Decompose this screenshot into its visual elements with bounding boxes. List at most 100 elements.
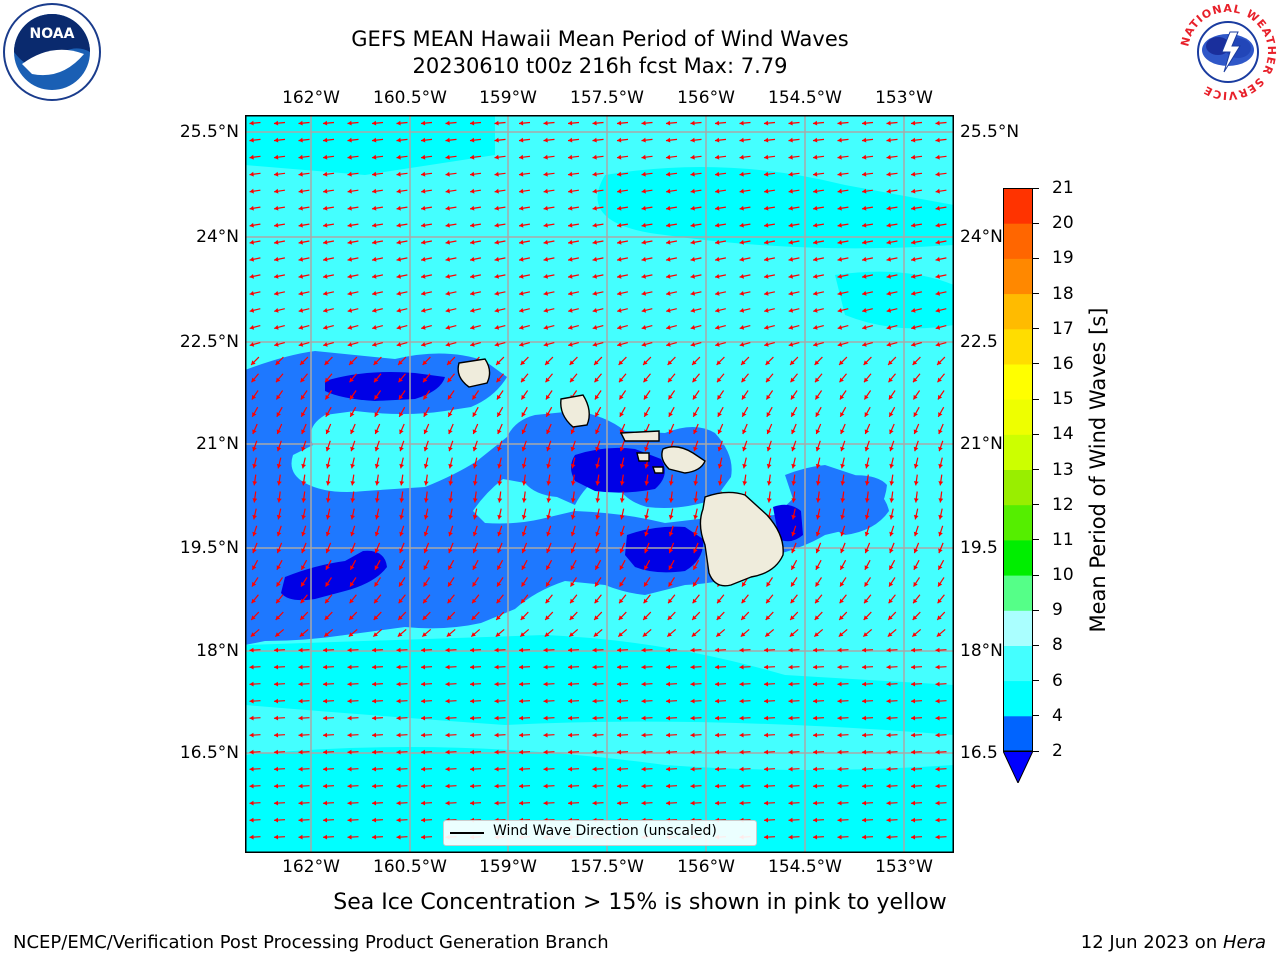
wind-wave-arrow — [714, 681, 727, 687]
wind-wave-arrow — [545, 373, 553, 383]
wind-wave-arrow — [324, 373, 333, 383]
wind-wave-arrow — [325, 457, 331, 469]
wind-wave-arrow — [618, 356, 627, 366]
wind-wave-arrow — [519, 222, 530, 228]
wind-wave-arrow — [619, 559, 626, 571]
wind-wave-arrow — [252, 508, 257, 520]
wind-wave-arrow — [249, 698, 261, 704]
wind-wave-arrow — [445, 715, 457, 721]
wind-wave-arrow — [763, 154, 776, 160]
lat-tick-right: 16.5 — [960, 743, 998, 763]
wind-wave-arrow — [592, 239, 604, 245]
wind-wave-arrow — [617, 628, 628, 638]
wind-wave-arrow — [372, 308, 383, 313]
wind-wave-arrow — [396, 342, 408, 347]
wind-wave-arrow — [348, 356, 358, 366]
wind-wave-arrow — [763, 291, 776, 296]
wind-wave-arrow — [518, 154, 531, 160]
wind-wave-arrow — [494, 732, 506, 738]
wind-wave-arrow — [470, 205, 481, 211]
wind-wave-arrow — [864, 559, 871, 571]
lat-tick-right: 22.5 — [960, 332, 998, 352]
wind-wave-arrow — [469, 647, 482, 653]
wind-wave-arrow — [938, 525, 944, 537]
wind-wave-arrow — [740, 628, 750, 638]
wind-wave-arrow — [840, 508, 845, 520]
map-panel[interactable]: Wind Wave Direction (unscaled) — [245, 115, 954, 853]
wind-wave-arrow — [325, 406, 332, 418]
wind-wave-arrow — [861, 274, 874, 279]
wind-wave-arrow — [323, 188, 334, 194]
wind-wave-arrow — [249, 715, 261, 721]
wind-wave-arrow — [496, 390, 504, 400]
wind-wave-arrow — [396, 137, 408, 143]
wind-wave-arrow — [889, 525, 895, 537]
wind-wave-arrow — [469, 274, 482, 279]
wind-wave-arrow — [888, 373, 896, 383]
wind-wave-arrow — [347, 647, 359, 653]
wind-wave-arrow — [812, 698, 825, 704]
wind-wave-arrow — [398, 577, 406, 587]
lon-tick-bottom: 162°W — [282, 857, 340, 877]
wind-wave-arrow — [325, 440, 331, 452]
wind-wave-arrow — [251, 577, 259, 587]
wind-wave-arrow — [371, 732, 384, 738]
wind-wave-arrow — [693, 542, 699, 554]
wind-wave-arrow — [350, 542, 356, 554]
wind-wave-arrow — [347, 681, 359, 687]
wind-wave-arrow — [399, 542, 405, 554]
wind-wave-arrow — [249, 222, 261, 228]
wind-wave-arrow — [765, 594, 774, 604]
wind-wave-arrow — [347, 766, 359, 772]
footer-branch: NCEP/EMC/Verification Post Processing Pr… — [13, 932, 609, 953]
wind-wave-arrow — [592, 647, 604, 653]
wind-wave-arrow — [910, 647, 923, 653]
wind-wave-arrow — [813, 205, 824, 211]
footer-host: Hera — [1222, 932, 1266, 953]
wind-wave-arrow — [472, 508, 478, 520]
wind-wave-arrow — [520, 390, 529, 400]
wind-wave-arrow — [592, 171, 604, 177]
wind-wave-arrow — [763, 120, 776, 126]
wind-wave-arrow — [497, 423, 503, 435]
wind-wave-arrow — [347, 664, 359, 670]
wind-wave-arrow — [497, 440, 503, 452]
wind-wave-arrow — [546, 508, 551, 520]
lat-tick-right: 18°N — [960, 641, 1003, 661]
wind-wave-arrow — [886, 342, 898, 347]
wind-wave-arrow — [937, 373, 945, 383]
colorbar-swatch — [1003, 434, 1033, 470]
wind-wave-arrow — [813, 342, 824, 347]
wind-wave-arrow — [371, 749, 384, 755]
wind-wave-arrow — [347, 256, 359, 262]
wind-wave-arrow — [714, 732, 727, 738]
wind-wave-arrow — [910, 171, 923, 177]
wind-wave-arrow — [840, 491, 846, 503]
wind-wave-arrow — [837, 732, 849, 738]
wind-wave-arrow — [494, 647, 506, 653]
wind-wave-arrow — [592, 732, 604, 738]
wind-wave-arrow — [911, 205, 922, 211]
wind-wave-arrow — [714, 120, 727, 126]
wind-wave-arrow — [568, 205, 579, 211]
wind-wave-arrow — [714, 647, 727, 653]
wind-wave-arrow — [618, 594, 627, 604]
wind-wave-arrow — [837, 664, 849, 670]
wind-wave-arrow — [322, 766, 335, 772]
wind-wave-arrow — [886, 783, 898, 789]
wind-wave-arrow — [423, 542, 430, 554]
wind-wave-arrow — [520, 356, 529, 366]
wind-wave-arrow — [445, 154, 457, 160]
wind-wave-arrow — [322, 749, 335, 755]
wind-wave-arrow — [665, 137, 678, 143]
wind-wave-arrow — [691, 628, 701, 638]
wind-wave-arrow — [249, 681, 261, 687]
colorbar-under-extension — [1002, 750, 1034, 785]
wind-wave-arrow — [423, 491, 429, 503]
colorbar-tick-mark — [1033, 750, 1039, 752]
wind-wave-arrow — [298, 239, 310, 245]
wind-wave-arrow — [862, 222, 873, 228]
wind-wave-arrow — [322, 239, 335, 245]
wind-wave-arrow — [593, 611, 603, 621]
wind-wave-arrow — [739, 732, 751, 738]
